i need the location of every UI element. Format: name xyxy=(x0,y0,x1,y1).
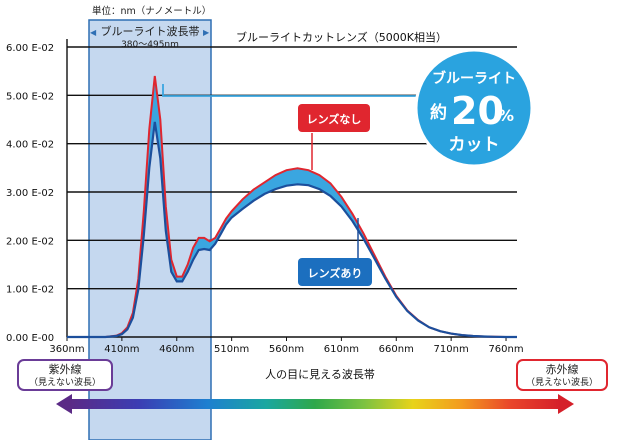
x-tick-label: 410nm xyxy=(104,344,139,355)
uv-sub: （見えない波長） xyxy=(29,376,101,388)
y-tick-label: 0.00 E-00 xyxy=(6,333,54,344)
visible-band-label: 人の目に見える波長帯 xyxy=(265,368,375,381)
badge-line1: ブルーライト xyxy=(432,70,516,87)
badge-number: 20 xyxy=(451,89,504,133)
band-range: 380～495nm xyxy=(121,40,179,50)
x-tick-label: 610nm xyxy=(324,344,359,355)
y-tick-labels: 0.00 E-00 1.00 E-02 2.00 E-02 3.00 E-02 4.00… xyxy=(6,43,54,344)
ir-box xyxy=(516,359,608,391)
y-tick-label: 4.00 E-02 xyxy=(6,140,54,151)
ir-label: 赤外線 xyxy=(546,362,579,376)
band-label: ブルーライト波長帯 xyxy=(101,24,200,38)
uv-label: 紫外線 xyxy=(49,362,82,376)
x-tick-label: 710nm xyxy=(434,344,469,355)
ir-sub: （見えない波長） xyxy=(526,376,598,388)
legend-no-lens-label: レンズなし xyxy=(307,112,362,126)
x-tick-label: 460nm xyxy=(159,344,194,355)
spectrum-arrow-right-head xyxy=(558,394,574,414)
spectrum-bar xyxy=(70,399,560,409)
chart-title: ブルーライトカットレンズ（5000K相当） xyxy=(236,30,447,44)
cut-badge xyxy=(414,48,534,168)
y-tick-label: 6.00 E-02 xyxy=(6,43,54,54)
legend-with-lens-label: レンズあり xyxy=(308,266,363,280)
y-tick-label: 5.00 E-02 xyxy=(6,91,54,102)
right-arrow-glyph: ▶ xyxy=(203,28,210,37)
x-tick-label: 760nm xyxy=(488,344,523,355)
y-tick-label: 3.00 E-02 xyxy=(6,188,54,199)
left-arrow-glyph: ◀ xyxy=(90,28,97,37)
series-line-with-lens xyxy=(67,121,517,339)
uv-box xyxy=(17,359,113,391)
y-tick-label: 1.00 E-02 xyxy=(6,285,54,296)
peak-pointer xyxy=(162,84,425,97)
x-tick-label: 510nm xyxy=(214,344,249,355)
legend-no-lens-box xyxy=(298,104,370,132)
x-tick-label: 560nm xyxy=(269,344,304,355)
x-tick-label: 360nm xyxy=(49,344,84,355)
badge-line3: カット xyxy=(449,135,500,155)
badge-prefix: 約 xyxy=(430,102,447,123)
y-tick-label: 2.00 E-02 xyxy=(6,236,54,247)
badge-percent: % xyxy=(498,106,514,125)
spectrum-arrow-left-head xyxy=(56,394,72,414)
x-tick-label: 660nm xyxy=(379,344,414,355)
legend-with-lens-box xyxy=(298,258,372,286)
unit-label: 単位：nm（ナノメートル） xyxy=(92,5,211,17)
